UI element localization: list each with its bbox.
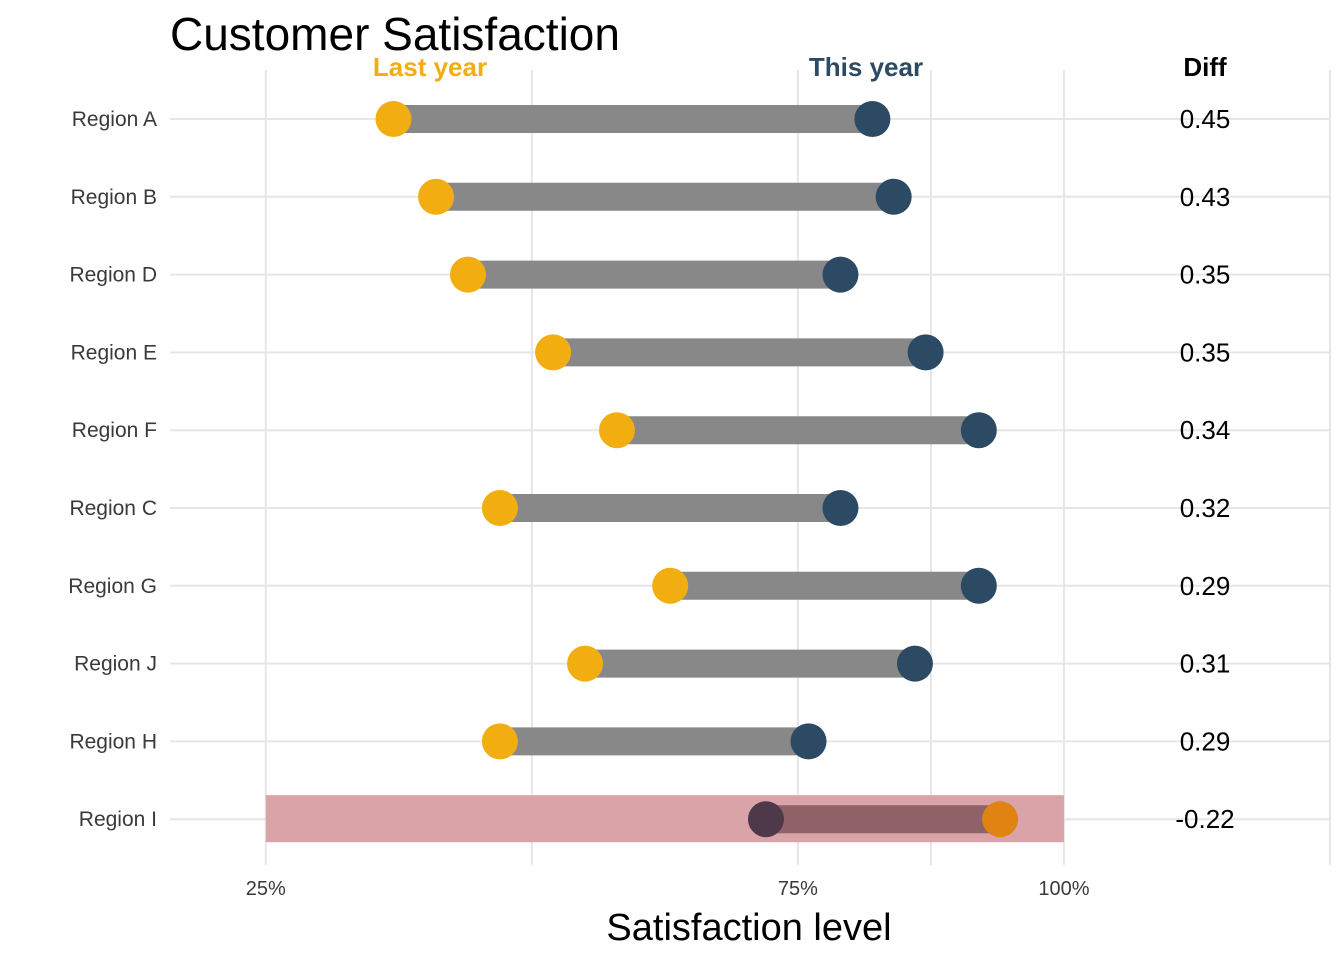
this-year-point <box>790 723 827 760</box>
category-label: Region J <box>74 653 157 676</box>
category-label: Region D <box>69 264 157 287</box>
diff-value: 0.29 <box>1180 571 1231 601</box>
this-year-point <box>960 567 997 604</box>
diff-value: 0.32 <box>1180 493 1231 523</box>
category-label: Region A <box>72 108 157 131</box>
this-year-point <box>747 801 784 838</box>
diff-value: 0.35 <box>1180 337 1231 367</box>
header-diff: Diff <box>1183 52 1227 82</box>
diff-value: 0.31 <box>1180 649 1231 679</box>
category-label: Region E <box>71 341 157 364</box>
this-year-point <box>896 645 933 682</box>
this-year-point <box>907 334 944 371</box>
header-last-year: Last year <box>373 52 487 82</box>
x-tick-label: 25% <box>246 878 286 900</box>
diff-value: 0.34 <box>1180 415 1231 445</box>
header-this-year: This year <box>809 52 923 82</box>
label-layer: Region A 0.45 Region B 0.43 Region D 0.35 Regi… <box>68 104 1234 900</box>
last-year-point <box>418 178 455 215</box>
this-year-point <box>960 412 997 449</box>
category-label: Region G <box>68 575 157 598</box>
category-label: Region F <box>72 419 157 442</box>
x-tick-label: 100% <box>1038 878 1089 900</box>
chart-title: Customer Satisfaction <box>170 8 620 60</box>
category-label: Region C <box>69 497 157 520</box>
last-year-point <box>481 490 518 526</box>
last-year-point <box>982 801 1019 838</box>
diff-value: 0.43 <box>1180 182 1231 212</box>
this-year-point <box>822 490 859 526</box>
last-year-point <box>652 567 689 604</box>
category-label: Region I <box>79 808 157 831</box>
last-year-point <box>375 101 412 137</box>
diff-value: 0.35 <box>1180 260 1231 290</box>
last-year-point <box>481 723 518 760</box>
diff-value: 0.45 <box>1180 104 1231 134</box>
this-year-point <box>822 256 859 293</box>
last-year-point <box>535 334 572 371</box>
x-axis-label: Satisfaction level <box>606 907 891 949</box>
last-year-point <box>449 256 486 293</box>
x-tick-label: 75% <box>778 878 818 900</box>
diff-value: -0.22 <box>1175 804 1234 834</box>
diff-value: 0.29 <box>1180 726 1231 756</box>
last-year-point <box>598 412 635 449</box>
segment-layer <box>393 105 1001 834</box>
category-label: Region H <box>69 730 157 753</box>
point-layer <box>375 101 1019 838</box>
this-year-point <box>875 178 912 215</box>
last-year-point <box>567 645 604 682</box>
category-label: Region B <box>71 186 157 209</box>
this-year-point <box>854 101 891 137</box>
